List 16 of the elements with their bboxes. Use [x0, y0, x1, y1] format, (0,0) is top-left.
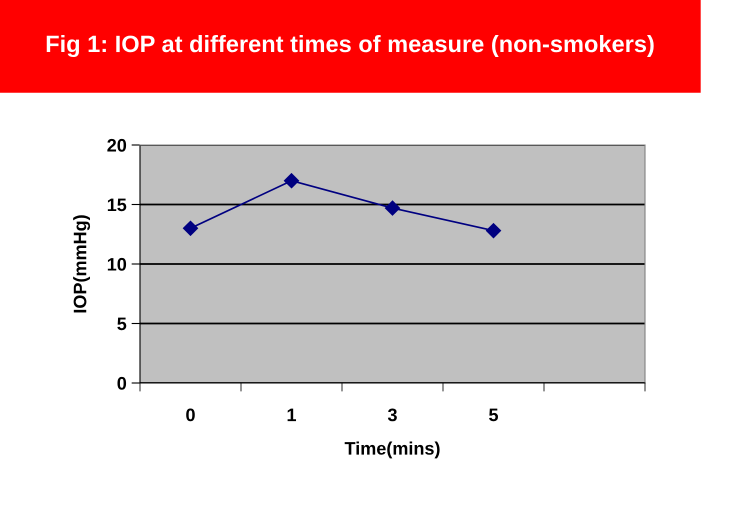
chart-title: Fig 1: IOP at different times of measure (non-smokers): [46, 34, 654, 58]
point: [284, 173, 300, 188]
point: [384, 200, 400, 216]
x-axis-title: Time(mins): [344, 442, 440, 458]
x-tick-label: 0: [186, 408, 195, 422]
y-axis-title: IOP(mmHg): [73, 215, 90, 312]
point: [486, 223, 502, 238]
y-tick-label: 10: [108, 258, 126, 271]
point: [182, 220, 198, 236]
y-tick-label: 5: [117, 318, 126, 330]
x-tick-label: 3: [388, 408, 397, 422]
x-tick-label: 1: [288, 408, 296, 422]
y-tick-label: 20: [107, 138, 126, 152]
x-tick-label: 5: [489, 408, 498, 422]
y-tick-label: 15: [108, 198, 126, 212]
y-tick-label: 0: [117, 376, 126, 390]
